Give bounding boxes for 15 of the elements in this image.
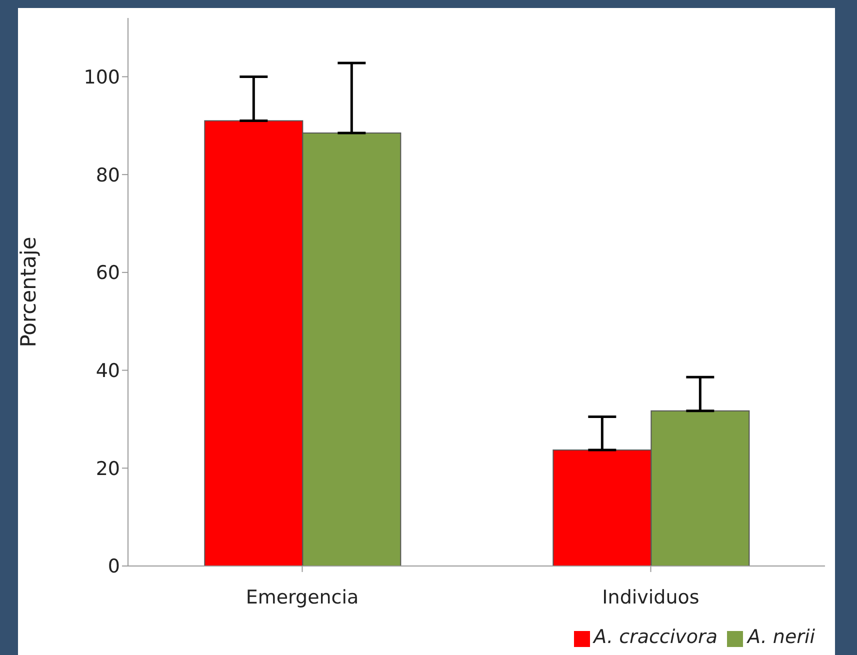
y-axis-title: Porcentaje (16, 236, 40, 348)
y-tick-label: 20 (96, 458, 120, 480)
y-tick-label: 80 (96, 164, 120, 186)
legend-label: A. nerii (747, 626, 815, 648)
y-tick-label: 0 (108, 556, 120, 578)
bar (302, 132, 402, 566)
x-tick-label: Emergencia (246, 586, 359, 608)
bar (204, 120, 304, 566)
y-tick-label: 40 (96, 360, 120, 382)
y-tick-label: 60 (96, 262, 120, 284)
bar (552, 450, 652, 566)
y-tick-label: 100 (84, 66, 120, 88)
bar (650, 410, 750, 566)
legend-label: A. craccivora (594, 626, 718, 648)
x-tick-label: Individuos (602, 586, 700, 608)
